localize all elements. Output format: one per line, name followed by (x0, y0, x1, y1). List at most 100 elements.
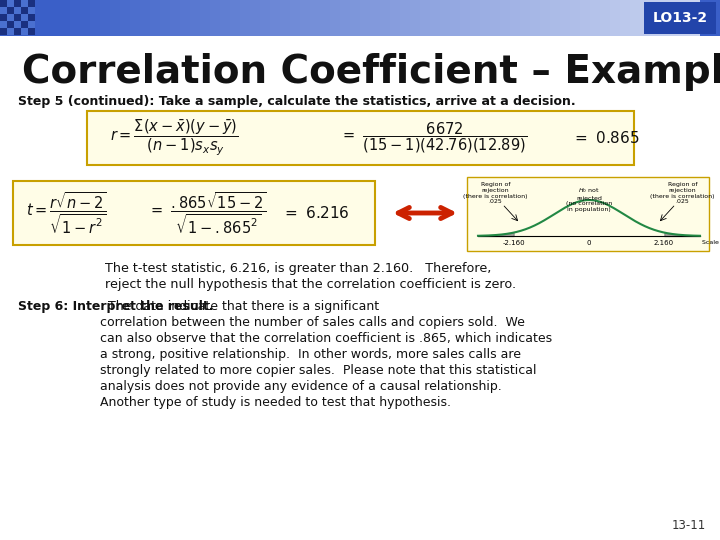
Bar (28, 7, 35, 14)
Bar (530, 0, 540, 36)
Bar (340, 0, 350, 36)
Bar (600, 0, 610, 36)
Bar (7, 28, 14, 35)
Bar (30, 0, 40, 36)
Bar (230, 0, 240, 36)
Text: $r = \dfrac{\Sigma(x-\bar{x})(y-\bar{y})}{(n-1)s_x s_y}$: $r = \dfrac{\Sigma(x-\bar{x})(y-\bar{y})… (110, 118, 238, 158)
Bar (14, 21, 21, 28)
Text: $=\ 0.865$: $=\ 0.865$ (572, 130, 639, 146)
Bar (670, 0, 680, 36)
Text: LO13-2: LO13-2 (652, 11, 708, 25)
Bar (70, 0, 80, 36)
Text: Correlation Coefficient – Example: Correlation Coefficient – Example (22, 53, 720, 91)
Bar (0, 7, 7, 14)
Text: 13-11: 13-11 (672, 519, 706, 532)
Bar (180, 0, 190, 36)
Bar (190, 0, 200, 36)
Bar (28, 14, 35, 21)
Bar (130, 0, 140, 36)
Bar (260, 0, 270, 36)
Bar (200, 0, 210, 36)
Text: reject the null hypothesis that the correlation coefficient is zero.: reject the null hypothesis that the corr… (105, 278, 516, 291)
Bar (0, 14, 7, 21)
Bar (270, 0, 280, 36)
FancyBboxPatch shape (13, 181, 375, 245)
Bar (14, 0, 21, 7)
Bar (370, 0, 380, 36)
FancyBboxPatch shape (467, 177, 709, 251)
Bar (150, 0, 160, 36)
Bar (650, 0, 660, 36)
Bar (630, 0, 640, 36)
Text: Step 5 (continued): Take a sample, calculate the statistics, arrive at a decisio: Step 5 (continued): Take a sample, calcu… (18, 96, 575, 109)
Bar (520, 0, 530, 36)
Text: $=\ \dfrac{.865\sqrt{15-2}}{\sqrt{1-.865^2}}$: $=\ \dfrac{.865\sqrt{15-2}}{\sqrt{1-.865… (148, 191, 266, 235)
Text: Region of
rejection
(there is correlation)
.025: Region of rejection (there is correlatio… (650, 182, 715, 205)
Bar (280, 0, 290, 36)
Bar (10, 0, 20, 36)
Text: The data indicate that there is a significant: The data indicate that there is a signif… (100, 300, 379, 313)
Bar (28, 0, 35, 7)
Bar (644, 2, 716, 34)
Bar (21, 14, 28, 21)
Bar (0, 0, 10, 36)
Bar (50, 0, 60, 36)
Bar (300, 0, 310, 36)
Bar (210, 0, 220, 36)
Bar (690, 0, 700, 36)
Bar (100, 0, 110, 36)
Bar (20, 0, 30, 36)
Text: correlation between the number of sales calls and copiers sold.  We: correlation between the number of sales … (100, 316, 525, 329)
FancyBboxPatch shape (87, 111, 634, 165)
Bar (240, 0, 250, 36)
Bar (40, 0, 50, 36)
Bar (7, 7, 14, 14)
Bar (480, 0, 490, 36)
Bar (120, 0, 130, 36)
Bar (14, 7, 21, 14)
Bar (320, 0, 330, 36)
Bar (540, 0, 550, 36)
Text: can also observe that the correlation coefficient is .865, which indicates: can also observe that the correlation co… (100, 332, 552, 345)
Text: a strong, positive relationship.  In other words, more sales calls are: a strong, positive relationship. In othe… (100, 348, 521, 361)
Bar (570, 0, 580, 36)
Bar (410, 0, 420, 36)
Bar (220, 0, 230, 36)
Bar (140, 0, 150, 36)
Text: $t = \dfrac{r\sqrt{n-2}}{\sqrt{1-r^2}}$: $t = \dfrac{r\sqrt{n-2}}{\sqrt{1-r^2}}$ (26, 191, 107, 235)
Bar (28, 21, 35, 28)
Text: 2.160: 2.160 (654, 240, 674, 246)
Bar (680, 0, 690, 36)
Bar (90, 0, 100, 36)
Text: Step 6: Interpret the result.: Step 6: Interpret the result. (18, 300, 214, 313)
Text: -2.160: -2.160 (503, 240, 526, 246)
Bar (110, 0, 120, 36)
Bar (620, 0, 630, 36)
Text: 0: 0 (587, 240, 591, 246)
Bar (14, 28, 21, 35)
Text: $H_0$ not
rejected
(no correlation
in population): $H_0$ not rejected (no correlation in po… (566, 186, 612, 212)
Bar (7, 21, 14, 28)
Bar (21, 28, 28, 35)
Text: $=\ \dfrac{6672}{(15-1)(42.76)(12.89)}$: $=\ \dfrac{6672}{(15-1)(42.76)(12.89)}$ (340, 121, 527, 156)
Bar (470, 0, 480, 36)
Bar (580, 0, 590, 36)
Bar (80, 0, 90, 36)
Bar (21, 0, 28, 7)
Bar (460, 0, 470, 36)
Bar (430, 0, 440, 36)
Bar (7, 0, 14, 7)
Bar (0, 0, 720, 36)
Bar (590, 0, 600, 36)
Bar (400, 0, 410, 36)
Bar (380, 0, 390, 36)
Text: The t-test statistic, 6.216, is greater than 2.160.   Therefore,: The t-test statistic, 6.216, is greater … (105, 262, 491, 275)
Bar (660, 0, 670, 36)
Text: Region of
rejection
(there is correlation)
.025: Region of rejection (there is correlatio… (463, 182, 528, 205)
Text: Another type of study is needed to test that hypothesis.: Another type of study is needed to test … (100, 396, 451, 409)
Bar (350, 0, 360, 36)
Text: analysis does not provide any evidence of a causal relationship.: analysis does not provide any evidence o… (100, 380, 502, 393)
Bar (21, 7, 28, 14)
Bar (0, 28, 7, 35)
Text: $=\ 6.216$: $=\ 6.216$ (282, 205, 349, 221)
